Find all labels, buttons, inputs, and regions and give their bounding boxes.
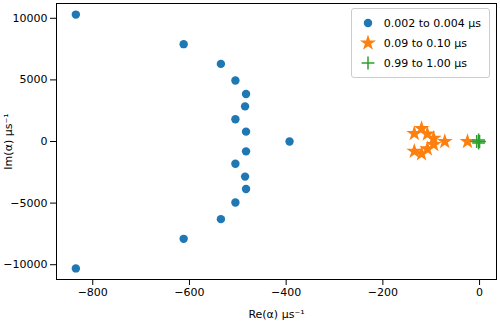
svg-text:−10000: −10000: [3, 258, 47, 271]
svg-text:Re(α) μs⁻¹: Re(α) μs⁻¹: [248, 308, 304, 321]
svg-text:−600: −600: [174, 286, 204, 299]
svg-text:5000: 5000: [20, 73, 48, 86]
html-text:0.002 to 0.004 μs: 0.002 to 0.004 μs: [383, 16, 481, 30]
svg-text:−800: −800: [78, 286, 108, 299]
svg-text:−200: −200: [368, 286, 398, 299]
html-text:0.99 to 1.00 μs: 0.99 to 1.00 μs: [383, 56, 467, 70]
svg-text:0: 0: [476, 286, 483, 299]
svg-text:Im(α) μs⁻¹: Im(α) μs⁻¹: [2, 113, 15, 169]
svg-text:−400: −400: [271, 286, 301, 299]
html-text:0.09 to 0.10 μs: 0.09 to 0.10 μs: [383, 36, 467, 50]
svg-text:0: 0: [41, 135, 48, 148]
svg-text:10000: 10000: [13, 12, 48, 25]
svg-text:−5000: −5000: [10, 197, 47, 210]
